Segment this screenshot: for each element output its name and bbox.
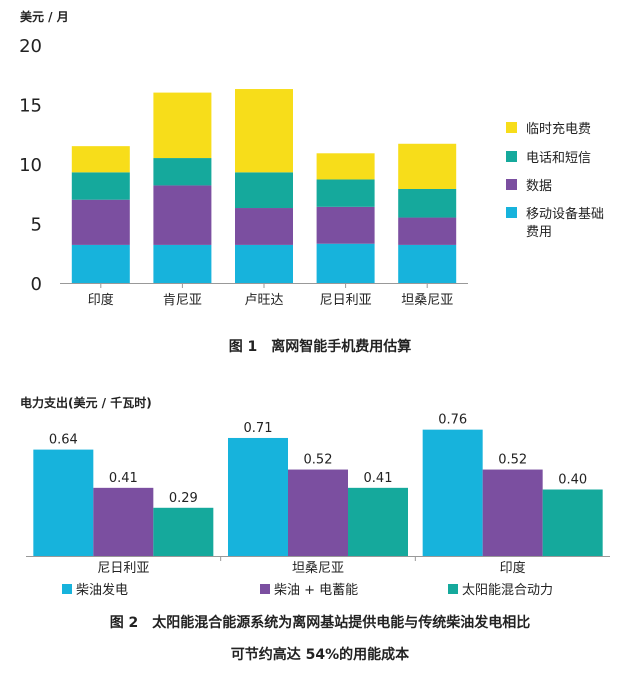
chart1-y-tick-label: 20: [19, 36, 42, 57]
chart1-x-tick-label: 尼日利亚: [320, 293, 372, 308]
chart2-bar: [482, 469, 543, 556]
chart2-value-label: 0.52: [498, 453, 527, 468]
chart1-bar-segment: [316, 153, 375, 180]
chart1-bar-segment: [398, 217, 457, 245]
chart2-value-label: 0.76: [438, 413, 467, 428]
chart1-bar-segment: [71, 199, 130, 245]
chart2-bars: 0.64 0.41 0.29 0.71 0.52 0.41 0.76 0.52 0.40: [33, 413, 603, 556]
chart2-value-label: 0.64: [49, 433, 78, 448]
chart2-bar: [422, 429, 483, 556]
chart1-legend-label: 电话和短信: [526, 151, 591, 166]
chart1-y-tick-label: 5: [31, 215, 42, 236]
chart2-bar: [153, 507, 214, 556]
chart1-legend-swatch: [506, 151, 517, 162]
chart2-legend-swatch: [260, 584, 270, 594]
chart1-bar-segment: [153, 244, 212, 283]
chart1-bar-segment: [71, 146, 130, 173]
chart1-legend-label: 费用: [526, 225, 552, 240]
chart2-caption-line1: 图 2 太阳能混合能源系统为离网基站提供电能与传统柴油发电相比: [109, 615, 531, 631]
chart1-bar-segment: [398, 143, 457, 189]
chart1-x-tick-label: 肯尼亚: [163, 293, 202, 308]
chart2-bar: [33, 449, 94, 556]
chart2-x-tick-label: 印度: [500, 560, 526, 576]
chart2-bar: [348, 487, 408, 556]
chart1-bar-segment: [235, 208, 293, 245]
chart1-legend-swatch: [506, 207, 517, 218]
chart1-bar-segment: [153, 185, 212, 245]
chart1-bars: [71, 89, 457, 283]
chart1-bar-segment: [316, 179, 375, 207]
chart1-bar-segment: [398, 244, 457, 283]
chart1-legend-label: 移动设备基础: [526, 206, 604, 222]
chart2-value-label: 0.71: [244, 421, 273, 436]
chart1-bar-segment: [153, 158, 212, 186]
chart2-value-label: 0.52: [304, 453, 333, 468]
chart1-bar-segment: [153, 92, 212, 159]
chart1-bar-segment: [71, 244, 130, 283]
chart1-bar-segment: [316, 243, 375, 283]
chart1-bar-segment: [235, 244, 293, 283]
chart2-legend-label: 柴油发电: [76, 582, 128, 598]
chart1-y-tick-label: 0: [31, 274, 42, 295]
chart1-unit-label: 美元 / 月: [20, 10, 69, 24]
chart1-bar-segment: [398, 188, 457, 218]
chart2-x-tick-label: 坦桑尼亚: [292, 561, 344, 576]
chart2-unit-label: 电力支出(美元 / 千瓦时): [20, 396, 152, 410]
chart1-x-tick-label: 卢旺达: [244, 292, 283, 308]
chart1-y-tick-label: 10: [19, 155, 42, 176]
chart2-legend-label: 柴油 + 电蓄能: [274, 583, 358, 598]
chart1-x-tick-label: 坦桑尼亚: [401, 293, 453, 308]
chart1-caption: 图 1 离网智能手机费用估算: [228, 339, 412, 355]
chart2-value-label: 0.40: [558, 473, 587, 488]
chart1-y-tick-label: 15: [19, 96, 42, 117]
chart2-value-label: 0.41: [364, 471, 393, 486]
chart1-bar-segment: [71, 172, 130, 200]
chart1-legend-label: 数据: [526, 179, 552, 194]
chart2-bar: [288, 469, 348, 556]
chart2-legend-swatch: [448, 584, 458, 594]
chart2-x-tick-label: 尼日利亚: [97, 561, 149, 576]
chart2-bar: [542, 489, 603, 556]
chart2-grouped-bar-chart: 0.64 0.41 0.29 0.71 0.52 0.41 0.76 0.52 0.40 尼日利亚…: [26, 413, 610, 598]
chart2-legend: 柴油发电 柴油 + 电蓄能 太阳能混合动力: [62, 582, 553, 598]
chart2-legend-swatch: [62, 584, 72, 594]
chart1-bar-segment: [235, 89, 293, 173]
chart2-bar: [93, 487, 154, 556]
chart2-caption-line2: 可节约高达 54%的用能成本: [230, 647, 410, 663]
chart1-stacked-bar-chart: 0 5 10 15 20 印度 肯尼亚 卢旺达 尼日利亚 坦桑尼亚 临时充电费电话和短信数据移动设备…: [19, 36, 604, 308]
chart2-value-label: 0.41: [109, 471, 138, 486]
chart2-value-label: 0.29: [169, 491, 198, 506]
chart1-legend-label: 临时充电费: [526, 121, 591, 137]
chart1-y-ticks: 0 5 10 15 20: [19, 36, 42, 295]
chart1-legend-swatch: [506, 122, 517, 133]
chart1-x-tick-label: 印度: [88, 292, 114, 308]
chart1-legend-swatch: [506, 179, 517, 190]
chart2-bar: [228, 437, 288, 556]
chart1-bar-segment: [235, 172, 293, 209]
chart2-legend-label: 太阳能混合动力: [462, 583, 553, 598]
chart1-bar-segment: [316, 206, 375, 244]
